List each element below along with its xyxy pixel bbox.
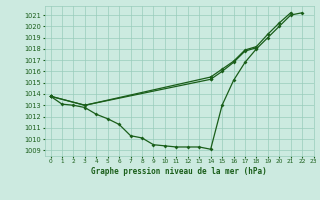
X-axis label: Graphe pression niveau de la mer (hPa): Graphe pression niveau de la mer (hPa) (91, 167, 267, 176)
